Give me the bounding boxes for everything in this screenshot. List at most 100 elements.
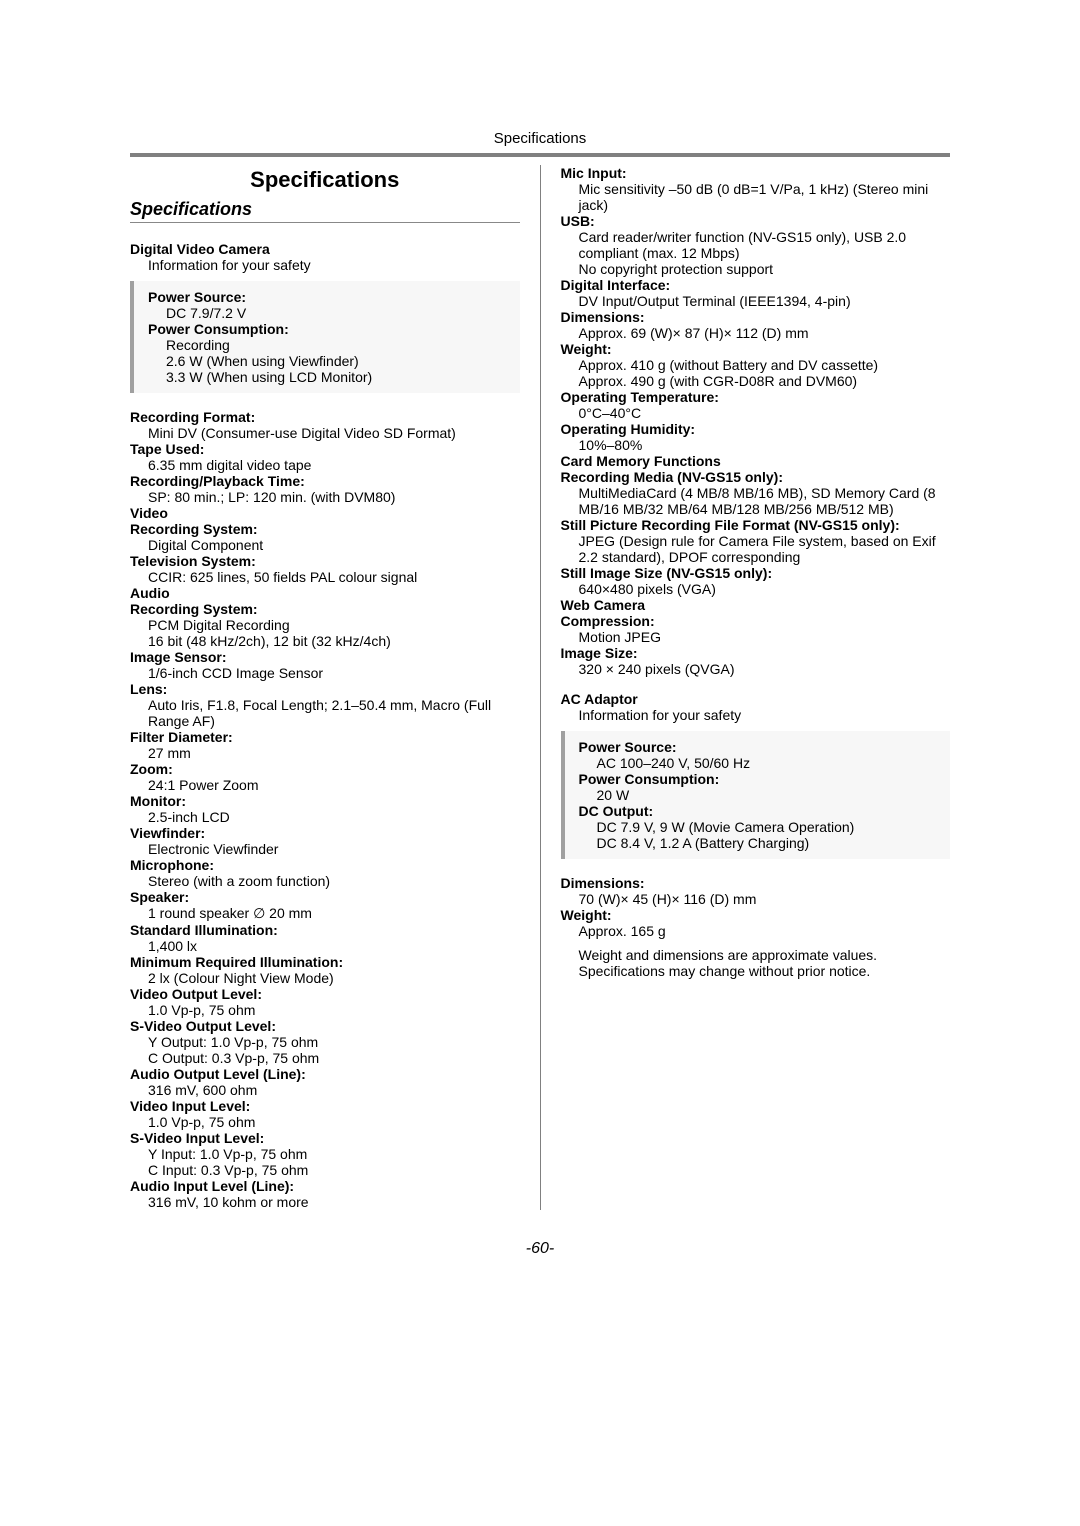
spec-label: Video Output Level: — [130, 986, 520, 1002]
spec-value: DC 7.9/7.2 V — [166, 305, 510, 321]
spec-label: Lens: — [130, 681, 520, 697]
spec-label: Still Picture Recording File Format (NV-… — [561, 517, 951, 533]
footnote: Weight and dimensions are approximate va… — [579, 947, 951, 979]
spec-label: Monitor: — [130, 793, 520, 809]
main-title: Specifications — [130, 167, 520, 193]
spec-value: Electronic Viewfinder — [148, 841, 520, 857]
spec-label: Digital Interface: — [561, 277, 951, 293]
spec-value: 316 mV, 10 kohm or more — [148, 1194, 520, 1210]
spec-value: 1 round speaker ∅ 20 mm — [148, 905, 520, 922]
spec-value: 1,400 lx — [148, 938, 520, 954]
spec-value: 2.5-inch LCD — [148, 809, 520, 825]
spec-value: Y Output: 1.0 Vp-p, 75 ohm — [148, 1034, 520, 1050]
spec-label: Microphone: — [130, 857, 520, 873]
spec-value: Approx. 69 (W)× 87 (H)× 112 (D) mm — [579, 325, 951, 341]
spec-label: Tape Used: — [130, 441, 520, 457]
spec-label: S-Video Input Level: — [130, 1130, 520, 1146]
spec-value: Approx. 490 g (with CGR-D08R and DVM60) — [579, 373, 951, 389]
spec-value: 27 mm — [148, 745, 520, 761]
spec-list-left: Recording Format:Mini DV (Consumer-use D… — [130, 409, 520, 1210]
spec-label: Dimensions: — [561, 309, 951, 325]
spec-value: 24:1 Power Zoom — [148, 777, 520, 793]
spec-value: Card reader/writer function (NV-GS15 onl… — [579, 229, 951, 261]
spec-value: 16 bit (48 kHz/2ch), 12 bit (32 kHz/4ch) — [148, 633, 520, 649]
spec-value: AC 100–240 V, 50/60 Hz — [597, 755, 941, 771]
spec-value: Approx. 410 g (without Battery and DV ca… — [579, 357, 951, 373]
spec-value: DC 8.4 V, 1.2 A (Battery Charging) — [597, 835, 941, 851]
page-header: Specifications — [130, 130, 950, 147]
spec-box-camera: Power Source:DC 7.9/7.2 VPower Consumpti… — [130, 281, 520, 393]
spec-label: Recording System: — [130, 521, 520, 537]
spec-label: Weight: — [561, 341, 951, 357]
columns: Specifications Specifications Digital Vi… — [130, 165, 950, 1210]
sub-title: Specifications — [130, 199, 520, 223]
spec-label: USB: — [561, 213, 951, 229]
spec-label: Mic Input: — [561, 165, 951, 181]
spec-label: Standard Illumination: — [130, 922, 520, 938]
spec-value: 10%–80% — [579, 437, 951, 453]
spec-label: Television System: — [130, 553, 520, 569]
spec-value: 1.0 Vp-p, 75 ohm — [148, 1114, 520, 1130]
spec-value: No copyright protection support — [579, 261, 951, 277]
spec-value: Digital Component — [148, 537, 520, 553]
spec-label: Power Source: — [148, 289, 510, 305]
spec-label: Viewfinder: — [130, 825, 520, 841]
spec-label: Compression: — [561, 613, 951, 629]
spec-label: Audio Output Level (Line): — [130, 1066, 520, 1082]
spec-label: Recording Format: — [130, 409, 520, 425]
spec-label: Power Source: — [579, 739, 941, 755]
spec-label: Operating Humidity: — [561, 421, 951, 437]
category-label: Video — [130, 505, 520, 521]
spec-value: Approx. 165 g — [579, 923, 951, 939]
spec-box-ac: Power Source:AC 100–240 V, 50/60 HzPower… — [561, 731, 951, 859]
spec-value: DV Input/Output Terminal (IEEE1394, 4-pi… — [579, 293, 951, 309]
spec-value: 70 (W)× 45 (H)× 116 (D) mm — [579, 891, 951, 907]
spec-value: 6.35 mm digital video tape — [148, 457, 520, 473]
spec-value: 316 mV, 600 ohm — [148, 1082, 520, 1098]
spec-label: Audio Input Level (Line): — [130, 1178, 520, 1194]
spec-label: Power Consumption: — [148, 321, 510, 337]
spec-label: Image Sensor: — [130, 649, 520, 665]
page-number: -60- — [130, 1240, 950, 1258]
spec-label: Speaker: — [130, 889, 520, 905]
spec-label: Zoom: — [130, 761, 520, 777]
spec-label: Video Input Level: — [130, 1098, 520, 1114]
spec-label: Recording System: — [130, 601, 520, 617]
product-note: Information for your safety — [148, 257, 520, 273]
spec-value: Mic sensitivity –50 dB (0 dB=1 V/Pa, 1 k… — [579, 181, 951, 213]
spec-label: Operating Temperature: — [561, 389, 951, 405]
column-divider — [540, 165, 541, 1210]
spec-value: Recording — [166, 337, 510, 353]
spec-value: 1/6-inch CCD Image Sensor — [148, 665, 520, 681]
spec-label: DC Output: — [579, 803, 941, 819]
header-rule — [130, 153, 950, 157]
spec-value: 1.0 Vp-p, 75 ohm — [148, 1002, 520, 1018]
spec-value: Auto Iris, F1.8, Focal Length; 2.1–50.4 … — [148, 697, 520, 729]
spec-value: 2.6 W (When using Viewfinder) — [166, 353, 510, 369]
spec-value: 20 W — [597, 787, 941, 803]
spec-value: 320 × 240 pixels (QVGA) — [579, 661, 951, 677]
spec-value: 0°C–40°C — [579, 405, 951, 421]
spec-value: Y Input: 1.0 Vp-p, 75 ohm — [148, 1146, 520, 1162]
spec-value: C Output: 0.3 Vp-p, 75 ohm — [148, 1050, 520, 1066]
spec-label: Dimensions: — [561, 875, 951, 891]
spec-list-right-2: Dimensions:70 (W)× 45 (H)× 116 (D) mmWei… — [561, 875, 951, 939]
spec-value: C Input: 0.3 Vp-p, 75 ohm — [148, 1162, 520, 1178]
left-column: Specifications Specifications Digital Vi… — [130, 165, 520, 1210]
spec-label: S-Video Output Level: — [130, 1018, 520, 1034]
spec-value: Mini DV (Consumer-use Digital Video SD F… — [148, 425, 520, 441]
spec-label: Image Size: — [561, 645, 951, 661]
spec-label: Recording/Playback Time: — [130, 473, 520, 489]
page: Specifications Specifications Specificat… — [0, 0, 1080, 1526]
product-name: Digital Video Camera — [130, 241, 520, 257]
category-label: Card Memory Functions — [561, 453, 951, 469]
spec-value: DC 7.9 V, 9 W (Movie Camera Operation) — [597, 819, 941, 835]
spec-label: Weight: — [561, 907, 951, 923]
spec-list-right-1: Mic Input:Mic sensitivity –50 dB (0 dB=1… — [561, 165, 951, 677]
spec-value: JPEG (Design rule for Camera File system… — [579, 533, 951, 565]
spec-value: PCM Digital Recording — [148, 617, 520, 633]
spec-value: Stereo (with a zoom function) — [148, 873, 520, 889]
product-note-ac: Information for your safety — [579, 707, 951, 723]
spec-label: Recording Media (NV-GS15 only): — [561, 469, 951, 485]
category-label: Web Camera — [561, 597, 951, 613]
